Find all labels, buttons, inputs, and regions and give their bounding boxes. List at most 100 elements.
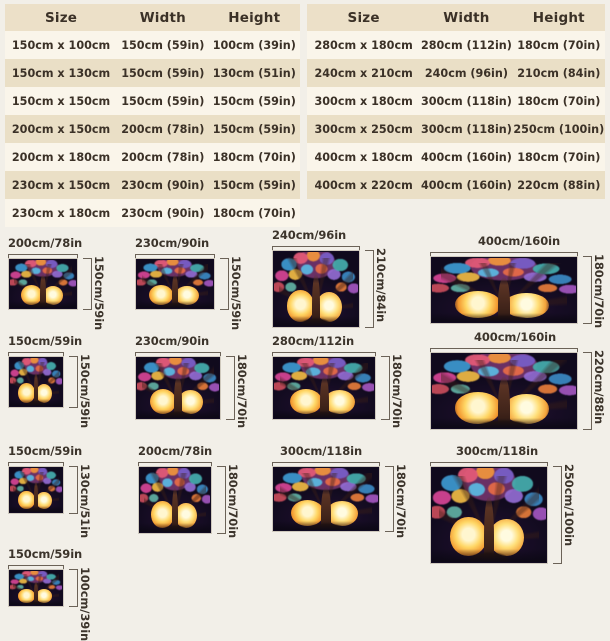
left-sun-glow: [18, 588, 35, 603]
left-sun-glow: [151, 501, 174, 529]
table-row: 230cm x 180cm 230cm (90in) 180cm (70in): [5, 199, 300, 227]
artwork-tree-of-life: [8, 466, 64, 514]
artwork-tree-of-life: [8, 258, 78, 310]
artwork-canvas: [10, 358, 62, 406]
ground-shadow: [274, 409, 374, 418]
cell-height: 180cm (70in): [512, 87, 605, 115]
height-dimension-line: [219, 258, 229, 311]
right-sun-glow: [36, 491, 53, 510]
tree-trunk: [33, 481, 39, 512]
tree-trunk: [171, 487, 179, 532]
artwork-tree-of-life: [430, 466, 548, 564]
left-sun-glow: [149, 284, 174, 306]
ground-shadow: [10, 505, 62, 512]
ground-shadow: [274, 521, 378, 530]
cell-height: 150cm (59in): [208, 115, 300, 143]
artwork-canvas: [137, 260, 213, 308]
cell-height: 210cm (84in): [512, 59, 605, 87]
table-row: 150cm x 150cm 150cm (59in) 150cm (59in): [5, 87, 300, 115]
ground-shadow: [140, 523, 210, 532]
tree-trunk: [171, 274, 179, 308]
left-sun-glow: [18, 382, 35, 404]
cell-height: 150cm (59in): [208, 171, 300, 199]
cell-height: 100cm (39in): [208, 31, 300, 59]
height-label: 130cm/51in: [78, 464, 92, 539]
cell-height: 250cm (100in): [512, 115, 605, 143]
column-header-width: Width: [117, 4, 209, 31]
cell-height: 130cm (51in): [208, 59, 300, 87]
tree-trunk: [174, 376, 182, 418]
artwork-canvas: [140, 468, 210, 532]
height-dimension-line: [225, 356, 235, 421]
height-label: 180cm/70in: [592, 254, 606, 329]
size-diagram-d6: 230cm/90in 180cm/70in: [135, 334, 255, 444]
size-diagram-d1: 200cm/78in 150cm/59in: [8, 236, 108, 332]
width-label: 150cm/59in: [8, 547, 83, 561]
artwork-canvas: [274, 358, 374, 418]
cell-width: 280cm (112in): [420, 31, 513, 59]
cell-width: 230cm (90in): [117, 199, 209, 227]
cell-width: 150cm (59in): [117, 87, 209, 115]
artwork-tree-of-life: [135, 258, 215, 310]
column-header-height: Height: [208, 4, 300, 31]
tree-trunk: [312, 274, 320, 326]
artwork-canvas: [432, 468, 546, 562]
height-dimension-line: [68, 356, 78, 409]
size-diagram-d9: 150cm/59in 130cm/51in: [8, 444, 108, 544]
cell-width: 400cm (160in): [420, 171, 513, 199]
artwork-tree-of-life: [272, 466, 380, 532]
size-diagram-d12: 300cm/118in 250cm/100in: [430, 444, 610, 584]
tree-trunk: [33, 581, 39, 605]
width-label: 200cm/78in: [8, 236, 83, 250]
size-diagram-d8: 400cm/160in 220cm/88in: [430, 330, 610, 445]
width-label: 230cm/90in: [135, 334, 210, 348]
ground-shadow: [432, 313, 576, 322]
size-chart-tables: Size Width Height 150cm x 100cm 150cm (5…: [0, 0, 610, 227]
width-label: 300cm/118in: [456, 444, 539, 458]
artwork-tree-of-life: [272, 250, 360, 328]
tree-trunk: [483, 496, 495, 562]
right-sun-glow: [36, 383, 53, 404]
tree-trunk: [40, 274, 46, 308]
artwork-canvas: [10, 468, 62, 512]
ground-shadow: [432, 548, 546, 562]
height-dimension-line: [68, 466, 78, 515]
cell-size: 150cm x 150cm: [5, 87, 118, 115]
artwork-canvas: [274, 252, 358, 326]
height-dimension-line: [380, 356, 390, 421]
width-label: 150cm/59in: [8, 334, 83, 348]
table-header-row: Size Width Height: [307, 4, 605, 31]
size-diagram-d10: 200cm/78in 180cm/70in: [138, 444, 258, 554]
cell-height: 180cm (70in): [208, 143, 300, 171]
tree-trunk: [33, 372, 39, 406]
size-diagram-d2: 230cm/90in 150cm/59in: [135, 236, 245, 332]
column-header-size: Size: [307, 4, 421, 31]
width-label: 240cm/96in: [272, 228, 347, 242]
column-header-height: Height: [512, 4, 605, 31]
cell-height: 150cm (59in): [208, 87, 300, 115]
height-label: 220cm/88in: [592, 350, 606, 425]
height-label: 250cm/100in: [562, 464, 576, 547]
height-label: 210cm/84in: [374, 248, 388, 323]
size-diagram-d7: 280cm/112in 180cm/70in: [272, 334, 412, 444]
table-row: 280cm x 180cm 280cm (112in) 180cm (70in): [307, 31, 605, 59]
ground-shadow: [137, 409, 219, 418]
right-sun-glow: [43, 285, 64, 306]
width-label: 230cm/90in: [135, 236, 210, 250]
table-row: 300cm x 180cm 300cm (118in) 180cm (70in): [307, 87, 605, 115]
size-diagram-d11: 300cm/118in 180cm/70in: [272, 444, 417, 554]
cell-height: 180cm (70in): [512, 143, 605, 171]
artwork-tree-of-life: [138, 466, 212, 534]
cell-width: 300cm (118in): [420, 115, 513, 143]
artwork-canvas: [432, 354, 576, 428]
table-row: 230cm x 150cm 230cm (90in) 150cm (59in): [5, 171, 300, 199]
table-row: 240cm x 210cm 240cm (96in) 210cm (84in): [307, 59, 605, 87]
cell-width: 230cm (90in): [117, 171, 209, 199]
ground-shadow: [10, 399, 62, 406]
right-sun-glow: [36, 589, 53, 603]
cell-size: 400cm x 180cm: [307, 143, 421, 171]
height-label: 150cm/59in: [78, 354, 92, 429]
artwork-tree-of-life: [272, 356, 376, 420]
table-row: 400cm x 180cm 400cm (160in) 180cm (70in): [307, 143, 605, 171]
height-label: 150cm/59in: [92, 256, 106, 331]
